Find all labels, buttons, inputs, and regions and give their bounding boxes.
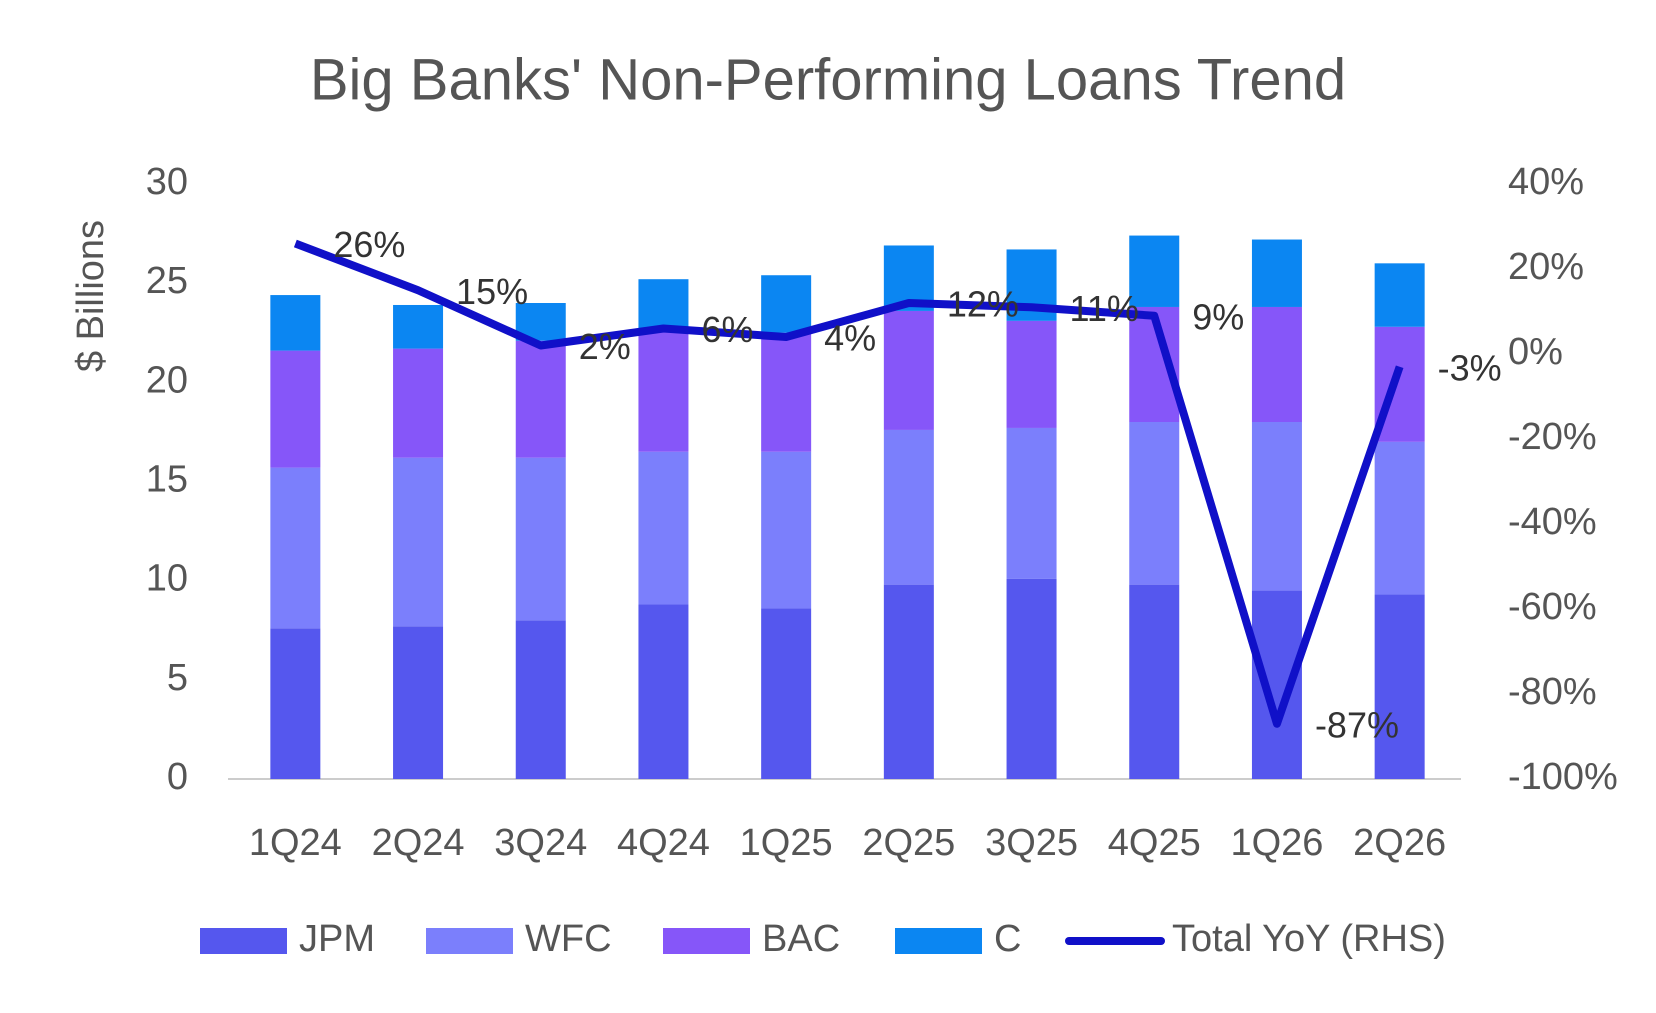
data-label: 2% [579, 326, 631, 367]
bar [761, 451, 812, 609]
legend-swatch [200, 928, 287, 954]
bar [515, 340, 566, 458]
bar [515, 620, 566, 779]
bar [270, 295, 321, 351]
data-label: 11% [1070, 288, 1139, 329]
bar [638, 279, 689, 331]
y-axis-label: $ Billions [70, 220, 112, 372]
data-label: 4% [824, 318, 876, 359]
bar [761, 608, 812, 779]
legend-label: C [994, 918, 1021, 960]
bar [393, 348, 444, 458]
bar [1251, 239, 1302, 307]
y2-tick-label: -80% [1508, 671, 1597, 713]
x-tick-label: 1Q25 [740, 822, 833, 864]
legend-swatch [426, 928, 513, 954]
x-tick-label: 2Q25 [862, 822, 955, 864]
y2-tick-label: 40% [1508, 161, 1584, 203]
bar [1006, 320, 1057, 428]
y-tick-label: 30 [146, 161, 188, 203]
bar [1006, 578, 1057, 779]
bar [1006, 427, 1057, 579]
chart-title: Big Banks' Non-Performing Loans Trend [310, 47, 1346, 112]
bar [1374, 441, 1425, 595]
bar [270, 628, 321, 779]
y-tick-label: 25 [146, 260, 188, 302]
bar [761, 332, 812, 452]
data-label: 9% [1192, 296, 1244, 337]
bar [1129, 422, 1180, 585]
x-tick-label: 4Q24 [617, 822, 710, 864]
y2-tick-label: -60% [1508, 586, 1597, 628]
bar [638, 604, 689, 779]
data-label: -3% [1438, 347, 1502, 388]
x-tick-label: 1Q24 [249, 822, 342, 864]
bar [883, 429, 934, 585]
legend-swatch [895, 928, 982, 954]
legend-label: WFC [525, 918, 612, 960]
x-tick-label: 1Q26 [1230, 822, 1323, 864]
bar [1374, 594, 1425, 779]
y2-tick-label: 0% [1508, 331, 1563, 373]
x-tick-label: 2Q24 [372, 822, 465, 864]
bar [638, 330, 689, 452]
legend-swatch [663, 928, 750, 954]
line [293, 239, 1404, 728]
bar [1129, 584, 1180, 779]
y-tick-label: 10 [146, 558, 188, 600]
legend-label: Total YoY (RHS) [1172, 918, 1446, 960]
bar [1374, 263, 1425, 327]
x-tick-label: 3Q25 [985, 822, 1078, 864]
y-tick-label: 15 [146, 459, 188, 501]
bar [1129, 235, 1180, 307]
bar [883, 310, 934, 430]
bar [883, 584, 934, 779]
y2-tick-label: -100% [1508, 756, 1618, 798]
data-label: -87% [1315, 704, 1399, 745]
y2-tick-label: -20% [1508, 416, 1597, 458]
y2-tick-label: -40% [1508, 501, 1597, 543]
bar [270, 350, 321, 468]
data-label: 26% [333, 224, 405, 265]
x-tick-label: 4Q25 [1108, 822, 1201, 864]
bar [515, 457, 566, 621]
data-label: 15% [456, 271, 528, 312]
legend-label: JPM [299, 918, 375, 960]
data-label: 6% [701, 309, 753, 350]
x-tick-label: 2Q26 [1353, 822, 1446, 864]
bar [393, 626, 444, 779]
y2-tick-label: 20% [1508, 246, 1584, 288]
x-tick-label: 3Q24 [494, 822, 587, 864]
data-label: 12% [947, 284, 1019, 325]
bar [393, 457, 444, 627]
y-tick-label: 20 [146, 359, 188, 401]
bar [1251, 306, 1302, 422]
legend-label: BAC [762, 918, 840, 960]
bar [638, 451, 689, 605]
bar [393, 304, 444, 349]
bar [761, 275, 812, 333]
y-tick-label: 0 [167, 756, 188, 798]
bar [270, 467, 321, 629]
y-tick-label: 5 [167, 657, 188, 699]
bar [1251, 422, 1302, 591]
